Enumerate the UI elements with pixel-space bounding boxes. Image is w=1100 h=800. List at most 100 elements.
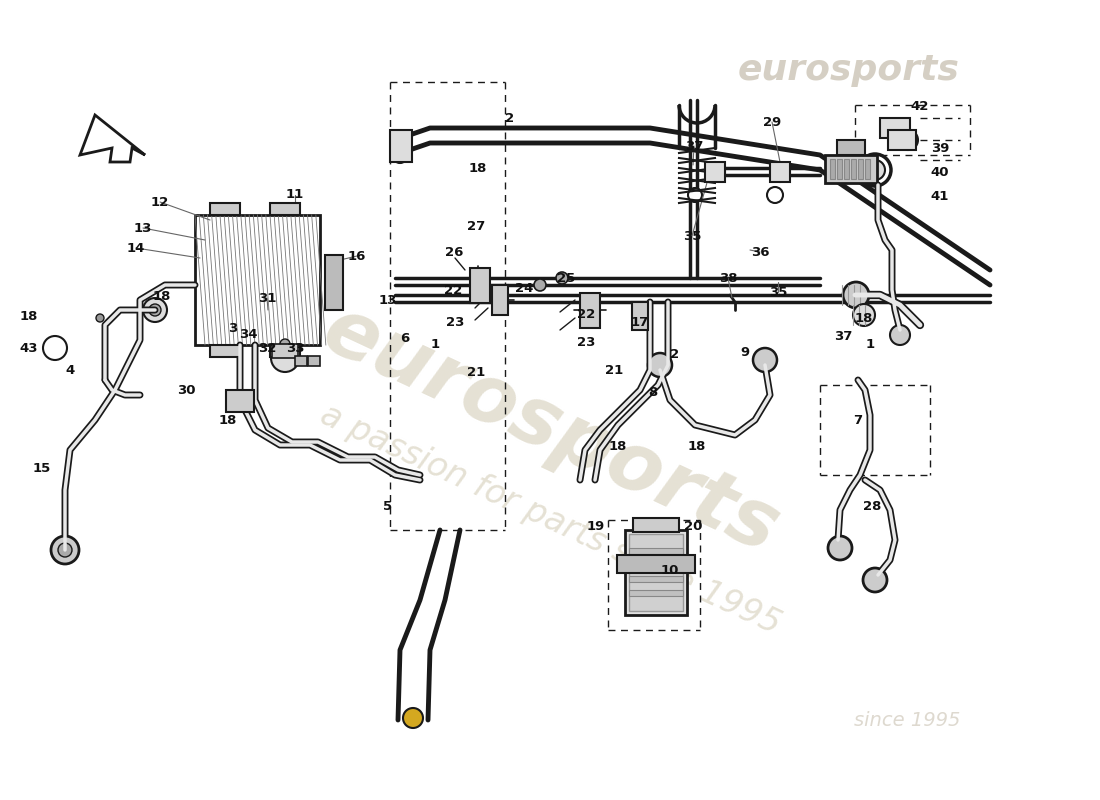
Text: 16: 16 — [348, 250, 366, 262]
Bar — [629, 590, 683, 596]
Text: 4: 4 — [65, 363, 75, 377]
Bar — [272, 344, 298, 358]
Bar — [851, 159, 856, 179]
Text: 10: 10 — [661, 563, 679, 577]
Text: 32: 32 — [257, 342, 276, 354]
Circle shape — [754, 348, 777, 372]
Circle shape — [392, 147, 408, 163]
Bar — [830, 159, 835, 179]
Text: 22: 22 — [444, 283, 462, 297]
Text: 31: 31 — [257, 291, 276, 305]
Bar — [210, 345, 240, 357]
Text: 18: 18 — [469, 162, 487, 174]
Text: 2: 2 — [505, 111, 515, 125]
Circle shape — [43, 336, 67, 360]
Text: 2: 2 — [670, 349, 680, 362]
Bar — [617, 555, 695, 573]
Text: 5: 5 — [384, 499, 393, 513]
Text: 41: 41 — [931, 190, 949, 202]
Text: since 1995: since 1995 — [854, 710, 960, 730]
Circle shape — [865, 160, 886, 180]
Text: 35: 35 — [683, 230, 701, 242]
Text: 40: 40 — [931, 166, 949, 178]
Text: 13: 13 — [378, 294, 397, 306]
Text: 3: 3 — [229, 322, 238, 334]
Bar — [580, 293, 600, 328]
Text: 33: 33 — [286, 342, 305, 354]
Circle shape — [828, 536, 852, 560]
Text: 36: 36 — [750, 246, 769, 258]
Text: 27: 27 — [466, 219, 485, 233]
Text: 35: 35 — [769, 286, 788, 298]
Text: a passion for parts since 1995: a passion for parts since 1995 — [315, 398, 785, 642]
Bar — [625, 530, 688, 615]
Polygon shape — [80, 115, 145, 162]
Circle shape — [392, 132, 408, 148]
Text: 6: 6 — [400, 331, 409, 345]
Text: 37: 37 — [685, 139, 703, 153]
Circle shape — [705, 162, 725, 182]
Bar — [880, 118, 910, 138]
Text: 14: 14 — [126, 242, 145, 254]
Circle shape — [648, 353, 672, 377]
Circle shape — [688, 188, 702, 202]
Bar — [770, 162, 790, 182]
Text: 1: 1 — [430, 338, 440, 351]
Text: 24: 24 — [515, 282, 534, 294]
Text: 26: 26 — [444, 246, 463, 258]
Bar — [629, 534, 683, 611]
Bar — [629, 548, 683, 554]
Circle shape — [770, 162, 790, 182]
Bar — [492, 285, 508, 315]
Circle shape — [280, 339, 290, 349]
Text: 20: 20 — [684, 519, 702, 533]
Text: 13: 13 — [134, 222, 152, 234]
Text: 12: 12 — [151, 195, 169, 209]
Circle shape — [864, 568, 887, 592]
Circle shape — [403, 708, 424, 728]
Bar — [629, 576, 683, 582]
Bar — [825, 155, 877, 183]
Circle shape — [143, 298, 167, 322]
Text: eurosports: eurosports — [310, 290, 790, 570]
Bar — [210, 203, 240, 215]
Text: 18: 18 — [855, 311, 873, 325]
Text: 21: 21 — [466, 366, 485, 378]
Bar — [270, 345, 300, 357]
Circle shape — [767, 187, 783, 203]
Text: 22: 22 — [576, 307, 595, 321]
Bar — [390, 130, 412, 162]
Bar — [324, 255, 343, 310]
Bar — [632, 302, 648, 330]
Text: 43: 43 — [20, 342, 38, 355]
Bar — [226, 390, 254, 412]
Circle shape — [843, 282, 869, 308]
Text: 17: 17 — [631, 317, 649, 330]
Bar — [837, 159, 842, 179]
Text: 18: 18 — [688, 439, 706, 453]
Circle shape — [271, 344, 299, 372]
Bar — [705, 162, 725, 182]
Circle shape — [852, 304, 874, 326]
Bar — [888, 130, 916, 150]
Circle shape — [96, 314, 104, 322]
Text: 30: 30 — [177, 383, 196, 397]
Text: 18: 18 — [20, 310, 38, 322]
Bar — [629, 562, 683, 568]
Text: 34: 34 — [239, 329, 257, 342]
Bar — [270, 203, 300, 215]
Text: 25: 25 — [557, 271, 575, 285]
Circle shape — [51, 536, 79, 564]
Text: 23: 23 — [446, 315, 464, 329]
Bar — [308, 356, 320, 366]
Text: 19: 19 — [587, 519, 605, 533]
Text: eurosports: eurosports — [738, 53, 960, 87]
Bar — [865, 159, 870, 179]
Bar — [295, 356, 307, 366]
Bar — [844, 159, 849, 179]
Text: 21: 21 — [605, 363, 623, 377]
Circle shape — [888, 120, 904, 136]
Text: 18: 18 — [219, 414, 238, 426]
Circle shape — [890, 325, 910, 345]
Text: 9: 9 — [740, 346, 749, 358]
